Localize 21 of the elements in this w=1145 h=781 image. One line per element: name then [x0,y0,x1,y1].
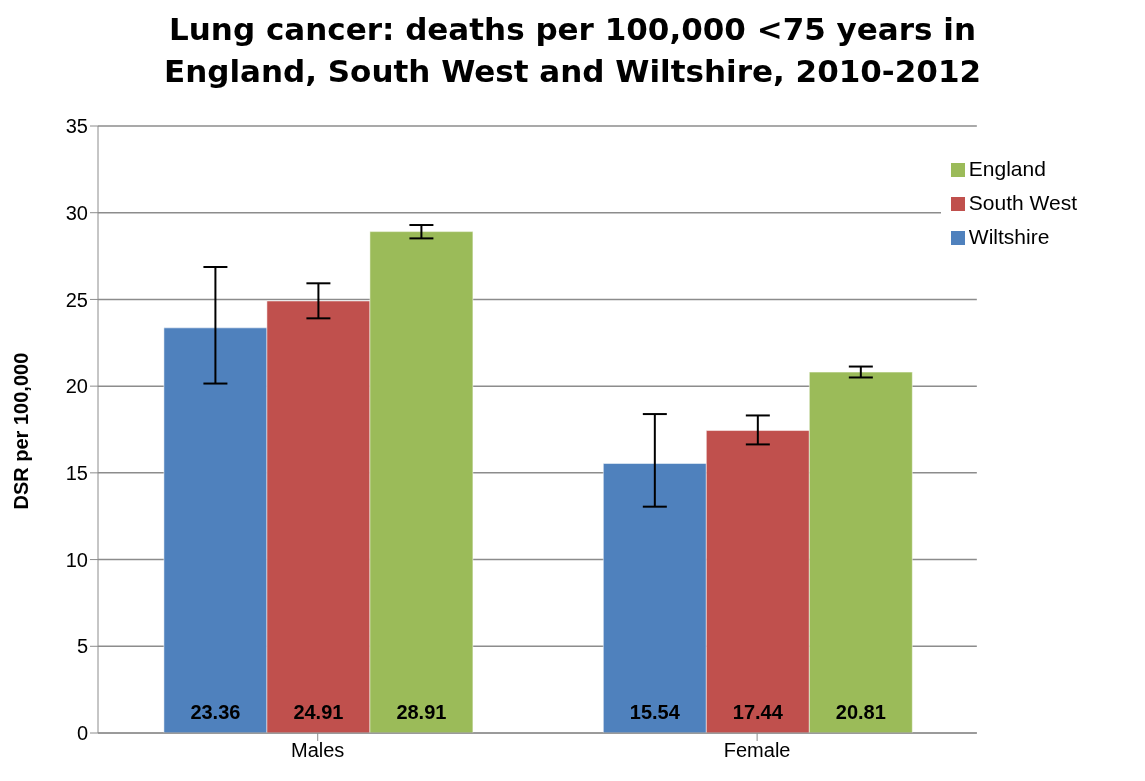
y-tick-label: 15 [65,461,88,484]
y-tick-label: 5 [76,635,88,658]
chart-title: Lung cancer: deaths per 100,000 <75 years in England, South West and Wiltshire, 2010-2012 [162,10,983,91]
y-tick-label: 10 [65,548,88,571]
data-label: 17.44 [732,701,784,723]
legend-label: South West [968,191,1077,214]
data-label: 28.91 [396,701,447,723]
data-label: 20.81 [835,701,886,723]
y-tick-label: 20 [65,375,88,398]
y-tick-label: 35 [65,115,88,138]
y-tick-label: 25 [65,288,88,311]
data-label: 15.54 [629,701,681,723]
legend-label: England [968,157,1046,180]
data-label: 24.91 [293,701,344,723]
data-label: 23.36 [190,701,241,723]
legend-label: Wiltshire [968,225,1050,248]
x-tick-label: Female [723,739,791,762]
y-axis-title: DSR per 100,000 [10,352,33,510]
y-tick-label: 0 [76,722,88,745]
x-tick-label: Males [291,739,345,762]
y-tick-label: 30 [65,201,88,224]
